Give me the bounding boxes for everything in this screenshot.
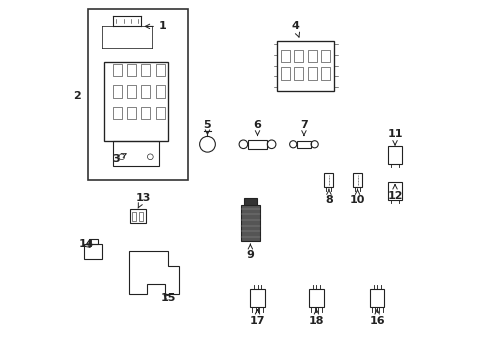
Bar — [113, 64, 122, 76]
Text: 4: 4 — [291, 21, 299, 37]
Bar — [156, 85, 165, 98]
Bar — [139, 212, 143, 221]
Text: 13: 13 — [136, 193, 151, 208]
Bar — [308, 50, 317, 62]
Text: 8: 8 — [325, 189, 333, 204]
Bar — [142, 64, 150, 76]
Bar — [250, 289, 265, 307]
Bar — [113, 107, 122, 119]
Bar — [142, 85, 150, 98]
Bar — [113, 141, 159, 166]
Bar — [127, 107, 136, 119]
Text: 3: 3 — [113, 154, 126, 163]
Bar — [370, 289, 384, 307]
Bar — [321, 50, 330, 62]
Bar — [388, 182, 402, 200]
Text: 14: 14 — [78, 239, 94, 249]
Bar — [308, 67, 317, 80]
Bar — [309, 289, 323, 307]
Bar — [130, 208, 146, 223]
Text: 17: 17 — [250, 310, 265, 326]
Bar — [294, 67, 303, 80]
Bar — [132, 212, 136, 221]
Text: 6: 6 — [253, 120, 262, 135]
Bar — [127, 85, 136, 98]
Bar — [324, 173, 333, 187]
Bar — [241, 205, 260, 241]
Bar — [104, 62, 168, 141]
Bar — [156, 64, 165, 76]
Bar — [321, 67, 330, 80]
Bar — [88, 9, 188, 180]
Bar — [277, 41, 334, 91]
Bar — [388, 146, 402, 164]
Bar — [281, 67, 290, 80]
Text: 7: 7 — [300, 120, 308, 135]
Bar — [142, 107, 150, 119]
Bar — [113, 85, 122, 98]
Bar — [353, 173, 362, 187]
Text: 9: 9 — [246, 244, 254, 260]
Text: 12: 12 — [387, 185, 403, 201]
Bar — [247, 140, 268, 149]
Text: 11: 11 — [387, 129, 403, 145]
Text: 1: 1 — [145, 21, 167, 31]
Text: 2: 2 — [73, 91, 81, 101]
Bar — [89, 239, 98, 244]
Bar — [244, 198, 257, 205]
Text: 10: 10 — [350, 189, 365, 204]
Text: 5: 5 — [204, 120, 211, 135]
Bar — [297, 141, 311, 148]
Text: 16: 16 — [369, 310, 385, 326]
Bar — [84, 244, 102, 258]
Bar — [294, 50, 303, 62]
Text: 18: 18 — [309, 310, 324, 326]
Bar — [156, 107, 165, 119]
Text: 15: 15 — [161, 293, 176, 303]
Bar — [281, 50, 290, 62]
Bar — [127, 64, 136, 76]
